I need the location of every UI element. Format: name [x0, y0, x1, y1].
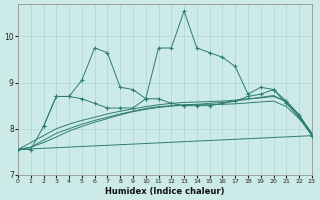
X-axis label: Humidex (Indice chaleur): Humidex (Indice chaleur) [105, 187, 225, 196]
